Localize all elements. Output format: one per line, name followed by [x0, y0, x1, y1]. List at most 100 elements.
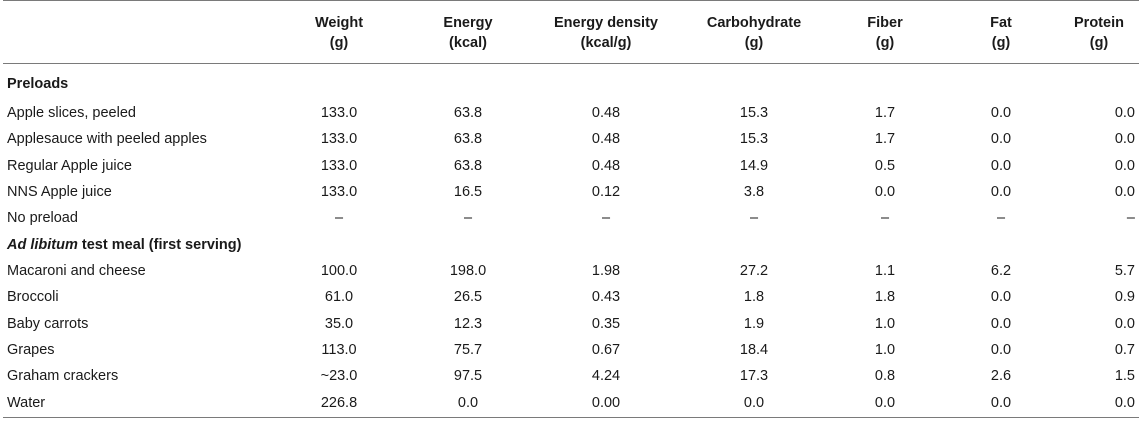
table-cell: 133.0	[320, 184, 358, 201]
section-header-row: Preloads	[3, 64, 1139, 101]
section-title-text: test meal (first serving)	[77, 236, 242, 253]
table-cell: 0.0	[990, 131, 1012, 148]
row-label: Apple slices, peeled	[7, 105, 136, 122]
header-cell-col-6: Fat (g)	[943, 0, 1059, 64]
header-label: Energy density	[554, 15, 658, 31]
table-cell: 35.0	[324, 315, 354, 332]
table-cell: 0.0	[1114, 315, 1135, 332]
table-cell: 1.8	[874, 289, 896, 306]
table-cell: 0.0	[405, 389, 531, 419]
table-cell: 1.0	[874, 315, 896, 332]
section-title: Preloads	[3, 64, 1139, 101]
header-cell-col-3: Energy density (kcal/g)	[531, 0, 681, 64]
table-row: Applesauce with peeled apples 133.0 63.8 0.…	[3, 126, 1139, 152]
table-cell: 1.98	[591, 262, 621, 279]
table-cell: 18.4	[739, 341, 769, 358]
nutrition-table-container: Weight (g) Energy (kcal) Energy density (kcal…	[3, 0, 1139, 419]
table-cell: 17.3	[739, 368, 769, 385]
table-row: Graham crackers ~23.0 97.5 4.24 17.3 0.8 2.6 1.…	[3, 363, 1139, 389]
header-label: Energy	[443, 15, 493, 31]
table-cell: 0.0	[1114, 184, 1135, 201]
table-cell: 12.3	[453, 315, 483, 332]
header-cell-col-4: Carbohydrate (g)	[681, 0, 827, 64]
table-cell: 1.7	[874, 105, 896, 122]
header-unit: (g)	[875, 35, 895, 51]
table-cell: 0.48	[591, 157, 621, 174]
table-row: Apple slices, peeled 133.0 63.8 0.48 15.3 1.7…	[3, 100, 1139, 126]
table-cell: 1.5	[1114, 368, 1135, 385]
table-cell: 0.8	[874, 368, 896, 385]
table-cell: 75.7	[453, 341, 483, 358]
table-cell: 6.2	[990, 262, 1012, 279]
table-cell: 1.0	[874, 341, 896, 358]
table-cell: 0.00	[531, 389, 681, 419]
header-label: Carbohydrate	[706, 15, 802, 31]
row-label: Water	[3, 389, 273, 419]
table-cell: 0.12	[591, 184, 621, 201]
table-cell: 15.3	[739, 105, 769, 122]
header-cell-col-5: Fiber (g)	[827, 0, 943, 64]
table-cell: 226.8	[273, 389, 405, 419]
header-label: Fat	[990, 15, 1012, 31]
header-cell-col-7: Protein (g)	[1059, 0, 1139, 64]
table-cell: 0.0	[1114, 105, 1135, 122]
table-cell: 0.43	[591, 289, 621, 306]
table-cell: 198.0	[449, 262, 487, 279]
table-cell: 63.8	[453, 131, 483, 148]
table-cell: 0.48	[591, 131, 621, 148]
table-cell: 4.24	[591, 368, 621, 385]
table-cell: 0.0	[990, 157, 1012, 174]
row-label: NNS Apple juice	[7, 184, 112, 201]
table-row: Water 226.8 0.0 0.00 0.0 0.0 0.0 0.0	[3, 389, 1139, 419]
row-label: Grapes	[7, 341, 55, 358]
table-cell: 0.0	[990, 341, 1012, 358]
table-cell: 0.67	[591, 341, 621, 358]
header-label: Weight	[314, 15, 364, 31]
table-cell: 15.3	[739, 131, 769, 148]
table-cell: 3.8	[743, 184, 765, 201]
section-title: Ad libitum test meal (first serving)	[3, 231, 1139, 257]
table-cell: –	[601, 210, 611, 227]
table-cell: –	[996, 210, 1006, 227]
table-cell: 5.7	[1114, 262, 1135, 279]
table-row: Baby carrots 35.0 12.3 0.35 1.9 1.0 0.0 0.0	[3, 310, 1139, 336]
header-unit: (g)	[329, 35, 349, 51]
table-cell: 0.0	[943, 389, 1059, 419]
table-cell: 2.6	[990, 368, 1012, 385]
table-cell: ~23.0	[320, 368, 358, 385]
table-cell: 0.0	[681, 389, 827, 419]
table-cell: 1.9	[743, 315, 765, 332]
table-cell: 113.0	[321, 341, 357, 358]
row-label: Regular Apple juice	[7, 157, 132, 174]
header-unit: (g)	[1089, 35, 1109, 51]
nutrition-table: Weight (g) Energy (kcal) Energy density (kcal…	[3, 0, 1139, 419]
row-label: Baby carrots	[7, 315, 89, 332]
table-cell: 0.0	[827, 389, 943, 419]
table-cell: –	[463, 210, 473, 227]
table-cell: 0.9	[1114, 289, 1135, 306]
table-cell: –	[880, 210, 890, 227]
table-cell: 0.0	[874, 184, 896, 201]
table-cell: 0.0	[1114, 131, 1135, 148]
header-unit: (g)	[991, 35, 1011, 51]
table-cell: 26.5	[453, 289, 483, 306]
table-cell: 1.8	[743, 289, 765, 306]
table-cell: 0.48	[591, 105, 621, 122]
table-cell: 63.8	[453, 157, 483, 174]
section-title-text: Preloads	[7, 76, 69, 92]
row-label: Applesauce with peeled apples	[7, 131, 207, 148]
table-row: No preload – – – – – – –	[3, 205, 1139, 231]
table-row: Regular Apple juice 133.0 63.8 0.48 14.9 0.5 0…	[3, 153, 1139, 179]
table-cell: 0.0	[990, 289, 1012, 306]
table-cell: 0.0	[990, 184, 1012, 201]
table-cell: 1.7	[874, 131, 896, 148]
table-cell: 0.0	[1114, 157, 1135, 174]
table-cell: 27.2	[739, 262, 769, 279]
table-cell: 14.9	[739, 157, 769, 174]
table-row: Broccoli 61.0 26.5 0.43 1.8 1.8 0.0 0.9	[3, 284, 1139, 310]
table-cell: 0.0	[990, 105, 1012, 122]
table-cell: –	[334, 210, 344, 227]
header-unit: (g)	[744, 35, 764, 51]
header-unit: (kcal)	[449, 35, 487, 51]
header-cell-col-2: Energy (kcal)	[405, 0, 531, 64]
